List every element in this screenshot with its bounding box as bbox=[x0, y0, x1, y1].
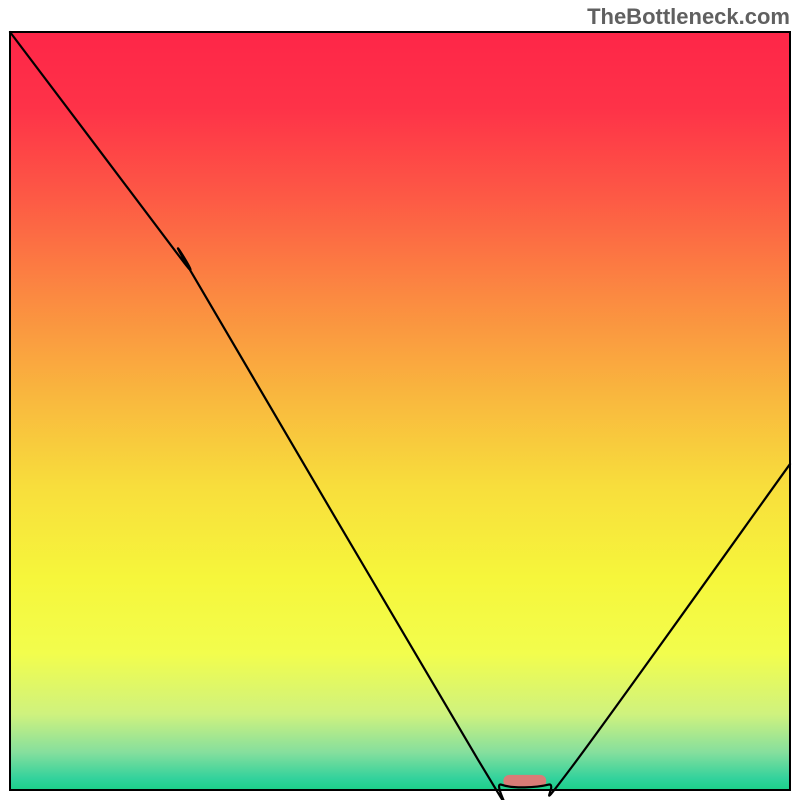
gradient-background bbox=[10, 32, 790, 790]
bottleneck-chart: TheBottleneck.com bbox=[0, 0, 800, 800]
chart-svg bbox=[0, 0, 800, 800]
watermark-text: TheBottleneck.com bbox=[587, 4, 790, 30]
trough-marker bbox=[503, 775, 546, 787]
